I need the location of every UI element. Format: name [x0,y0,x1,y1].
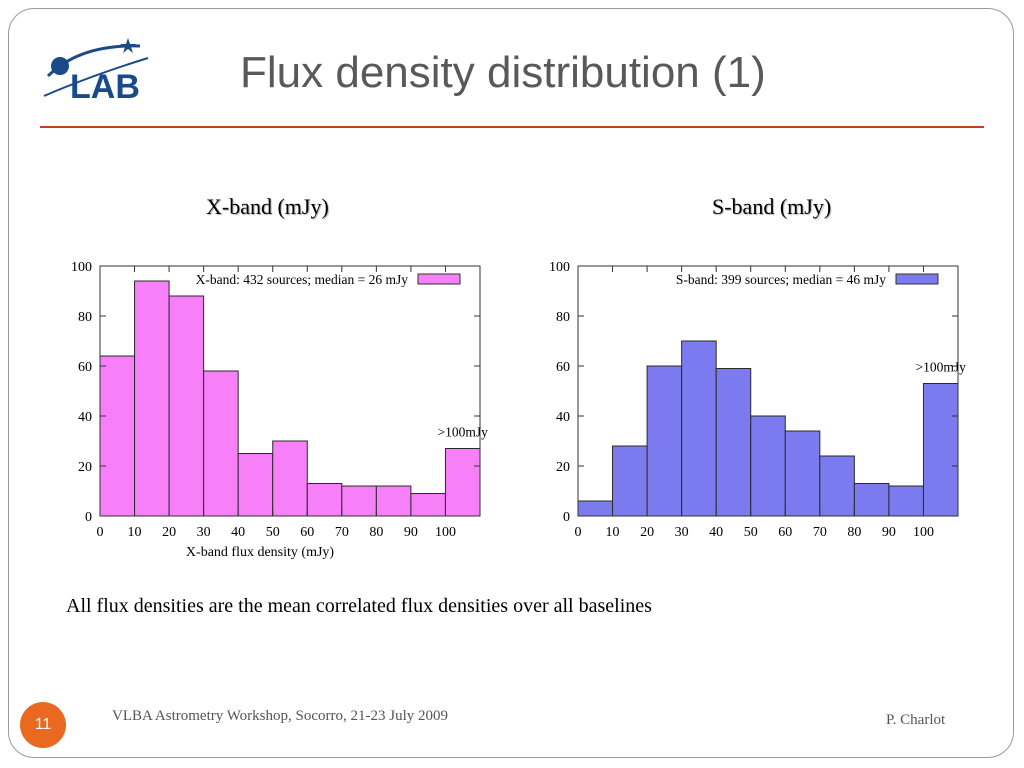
y-tick-label: 100 [549,260,570,275]
xband-label: X-band (mJy) [206,194,329,219]
histogram-bar [306,483,343,517]
histogram-bar [341,485,377,517]
y-tick-label: 0 [85,510,92,525]
x-tick-label: 70 [813,525,827,540]
lab-logo: LAB [43,38,149,106]
overflow-annotation: >100mJy [916,360,967,375]
x-tick-label: 40 [231,525,245,540]
logo-text: LAB [70,68,140,106]
slide-title: Flux density distribution (1) [240,48,766,97]
histogram-bar [410,493,446,517]
histogram-bar [784,430,821,517]
x-tick-label: 90 [404,525,418,540]
sband-histogram-svg: 0 20 40 60 80 100 0 10 20 30 40 50 60 70 80 90 100 S-band… [549,260,967,540]
histogram-bar [203,370,239,517]
histogram-bar [750,415,786,517]
page-number-badge: 11 [20,702,66,748]
y-tick-label: 40 [78,410,92,425]
x-tick-label: 90 [882,525,896,540]
x-tick-label: 30 [675,525,689,540]
xband-histogram-svg: 0 20 40 60 80 100 0 10 20 30 40 50 60 70 80 90 100 X-band… [71,260,489,560]
footer-event: VLBA Astrometry Workshop, Socorro, 21-23… [112,708,449,724]
histogram-bar [922,383,959,517]
legend-label: X-band: 432 sources; median = 26 mJy [196,272,409,287]
x-tick-label: 100 [913,525,934,540]
caption: All flux densities are the mean correlat… [66,595,652,617]
x-tick-label: 30 [197,525,211,540]
plot-frame [99,265,481,517]
y-tick-label: 60 [78,360,92,375]
y-tick-label: 20 [78,460,92,475]
histogram-bar [681,340,717,517]
footer-author: P. Charlot [886,712,946,728]
plot-frame [577,265,959,517]
title-rule [40,126,984,128]
y-tick-label: 20 [556,460,570,475]
x-tick-label: 0 [575,525,582,540]
y-tick-label: 60 [556,360,570,375]
x-tick-label: 50 [266,525,280,540]
x-tick-label: 20 [640,525,654,540]
histogram-bar [888,485,924,517]
x-tick-label: 10 [606,525,620,540]
histogram-bar [646,365,683,517]
x-tick-label: 10 [128,525,142,540]
histogram-bar [819,455,855,517]
sband-histogram: 0 20 40 60 80 100 0 10 20 30 40 50 60 70 80 90 100 S-band… [538,258,998,573]
legend-label: S-band: 399 sources; median = 46 mJy [676,272,886,287]
histogram-bar [853,483,890,517]
histogram-bar [444,448,481,517]
y-tick-label: 100 [71,260,92,275]
x-tick-label: 20 [162,525,176,540]
histogram-bar [715,368,752,517]
y-tick-label: 40 [556,410,570,425]
histogram-bar [237,453,274,517]
x-tick-label: 60 [778,525,792,540]
x-tick-label: 80 [369,525,383,540]
y-tick-label: 80 [78,310,92,325]
histogram-bar [272,440,308,517]
y-tick-label: 80 [556,310,570,325]
histogram-bar [134,280,170,517]
histogram-bar [577,500,614,517]
x-tick-label: 70 [335,525,349,540]
histogram-bar [612,445,648,517]
histogram-bar [375,485,412,517]
y-tick-label: 0 [563,510,570,525]
x-tick-label: 60 [300,525,314,540]
legend-swatch [895,273,939,285]
x-axis-label: X-band flux density (mJy) [186,545,334,560]
histogram-bar [99,355,136,517]
histogram-bar [168,295,205,517]
sband-label: S-band (mJy) [712,194,832,219]
xband-histogram: 0 20 40 60 80 100 0 10 20 30 40 50 60 70 80 90 100 X-band… [60,258,500,573]
x-tick-label: 50 [744,525,758,540]
x-tick-label: 0 [97,525,104,540]
x-tick-label: 80 [847,525,861,540]
legend-swatch [417,273,461,285]
x-tick-label: 100 [435,525,456,540]
x-tick-label: 40 [709,525,723,540]
overflow-annotation: >100mJy [438,425,489,440]
